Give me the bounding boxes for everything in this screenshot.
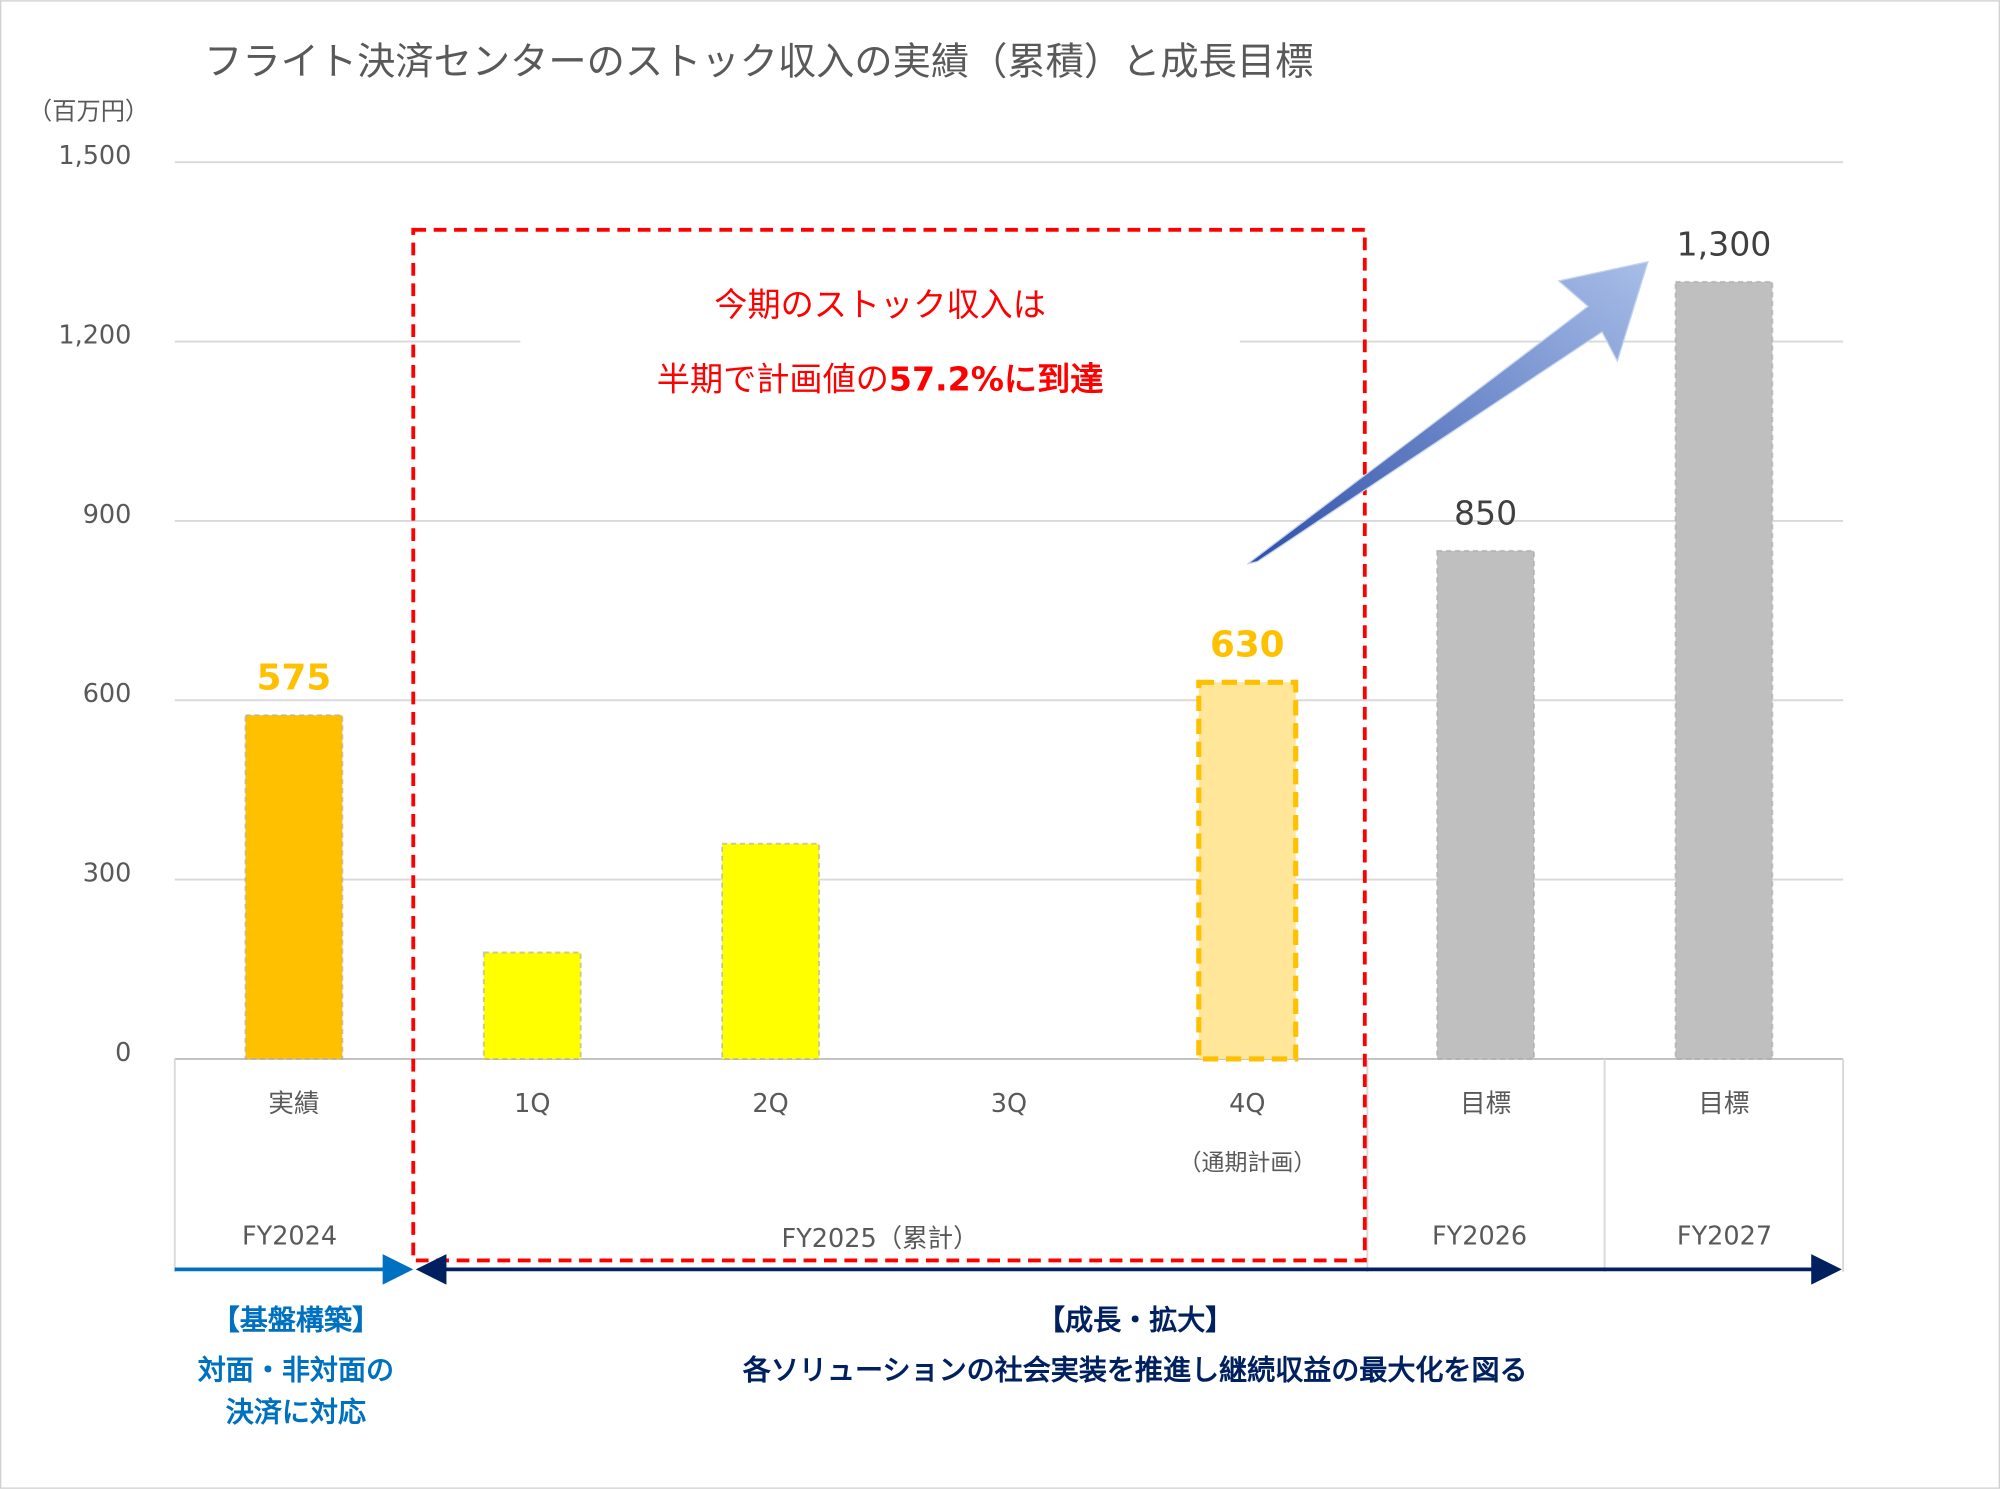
- bar: [1196, 679, 1299, 1062]
- data-label: 1,300: [1676, 225, 1771, 264]
- group-label: FY2027: [1677, 1221, 1772, 1251]
- table-lines: [173, 1058, 1845, 1272]
- bar: [482, 951, 582, 1060]
- bar: [1674, 280, 1774, 1060]
- data-label: 630: [1210, 625, 1285, 666]
- annotation-bg: [520, 268, 1240, 415]
- group-label: FY2025（累計）: [782, 1224, 979, 1254]
- y-tick-label: 600: [83, 679, 132, 709]
- phase1-text: 対面・非対面の: [198, 1353, 394, 1386]
- category-note: （通期計画）: [1179, 1150, 1317, 1176]
- x-tick-label: 3Q: [991, 1089, 1027, 1119]
- phase1-title: 【基盤構築】: [212, 1304, 380, 1337]
- phase2-text: 各ソリューションの社会実装を推進し継続収益の最大化を図る: [742, 1353, 1528, 1386]
- bar: [244, 714, 344, 1060]
- y-tick-label: 900: [83, 500, 132, 530]
- y-tick-label: 300: [83, 858, 132, 888]
- x-tick-label: 目標: [1460, 1089, 1511, 1119]
- y-tick-label: 0: [115, 1038, 131, 1068]
- bar-layer: 実績 575 1Q 2Q 3Q 4Q 630 目標 850 目標 1,300: [244, 225, 1774, 1119]
- annotation-line2: 半期で計画値の57.2%に到達: [657, 359, 1104, 398]
- x-tick-label: 2Q: [752, 1089, 788, 1119]
- annotation-line1: 今期のストック収入は: [714, 285, 1046, 324]
- y-tick-label: 1,200: [58, 320, 131, 350]
- x-tick-label: 1Q: [514, 1089, 550, 1119]
- growth-arrow: [1247, 260, 1649, 565]
- chart-title: フライト決済センターのストック収入の実績（累積）と成長目標: [204, 40, 1313, 85]
- annotation-emphasis: 57.2%に到達: [889, 359, 1103, 398]
- x-tick-label: 4Q: [1229, 1089, 1265, 1119]
- bar: [1436, 549, 1536, 1060]
- group-label: FY2024: [242, 1221, 337, 1251]
- x-tick-label: 実績: [268, 1089, 319, 1119]
- data-label: 575: [257, 657, 332, 698]
- phase2-title: 【成長・拡大】: [1037, 1304, 1233, 1337]
- x-tick-label: 目標: [1698, 1089, 1749, 1119]
- data-label: 850: [1454, 494, 1517, 533]
- group-label: FY2026: [1432, 1221, 1527, 1251]
- annotation-text: 半期で計画値の: [657, 359, 889, 398]
- y-tick-label: 1,500: [58, 141, 131, 171]
- bar: [721, 842, 821, 1060]
- y-unit: （百万円）: [28, 97, 149, 125]
- phase1-text: 決済に対応: [226, 1396, 366, 1429]
